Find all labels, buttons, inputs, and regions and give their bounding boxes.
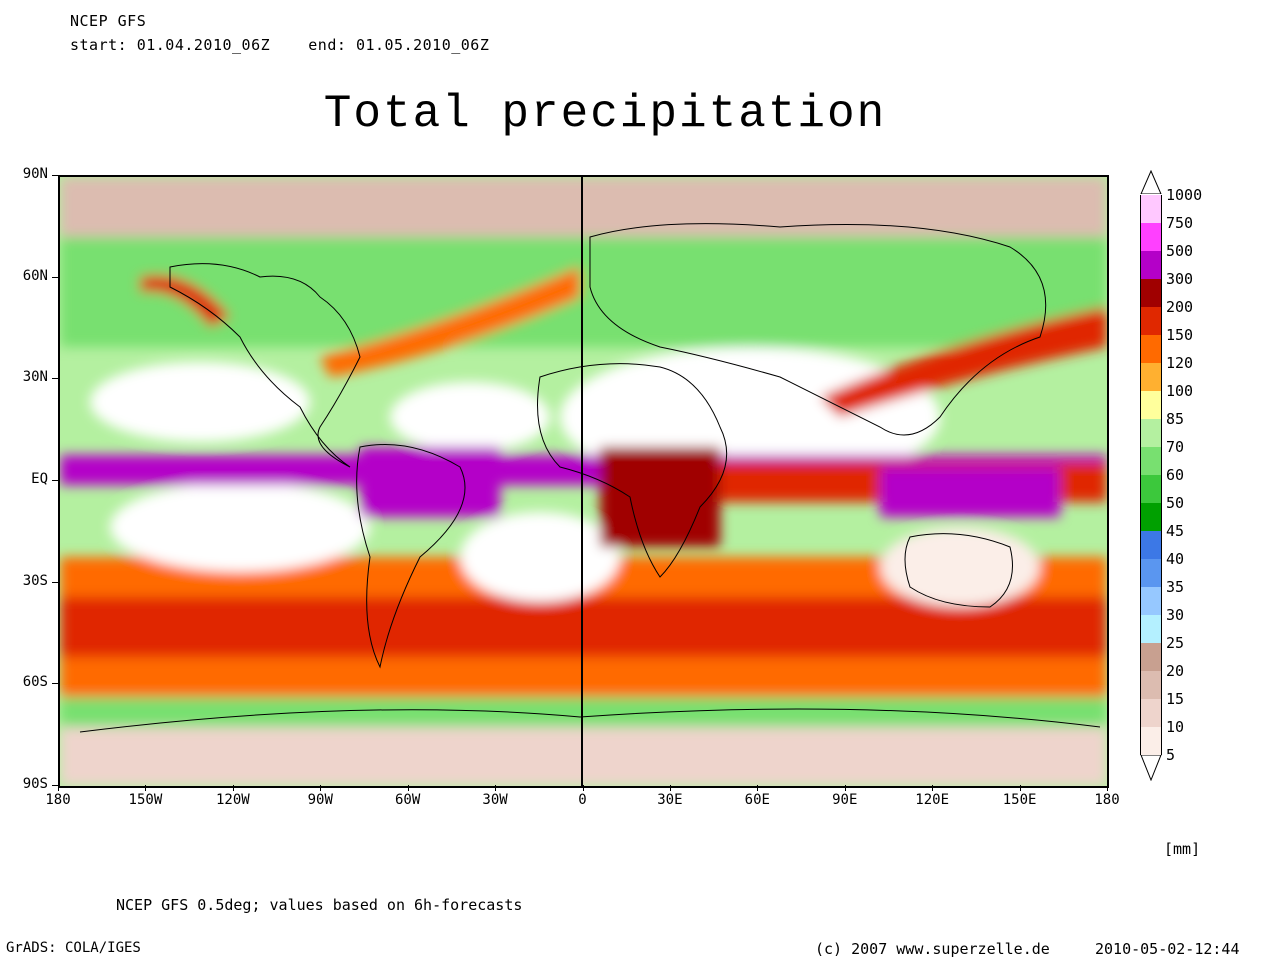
lon-label: 30E	[657, 792, 683, 808]
lon-label: 150E	[1002, 792, 1037, 808]
colorbar-swatch	[1140, 363, 1162, 391]
colorbar-level: 300	[1166, 270, 1194, 288]
lon-tick	[407, 785, 409, 791]
lon-label: 120W	[215, 792, 250, 808]
lon-tick	[844, 785, 846, 791]
lon-label: 60E	[744, 792, 770, 808]
lon-label: 180	[45, 792, 71, 808]
precipitation-field	[60, 177, 1107, 786]
unit-label: [mm]	[1164, 840, 1201, 858]
colorbar-swatch	[1140, 531, 1162, 559]
colorbar-swatch	[1140, 727, 1162, 755]
lon-label: 60W	[395, 792, 421, 808]
colorbar-swatch	[1140, 447, 1162, 475]
lat-label: 90S	[22, 776, 48, 792]
colorbar-level: 40	[1166, 550, 1185, 568]
lon-tick	[932, 785, 934, 791]
lon-tick	[145, 785, 147, 791]
copyright: (c) 2007 www.superzelle.de	[815, 940, 1050, 958]
lon-label: 180	[1094, 792, 1120, 808]
colorbar-swatch	[1140, 279, 1162, 307]
colorbar-swatch	[1140, 643, 1162, 671]
colorbar-level: 30	[1166, 606, 1185, 624]
lat-tick	[52, 378, 58, 380]
colorbar-level: 5	[1166, 746, 1176, 764]
grads-credit: GrADS: COLA/IGES	[6, 940, 141, 956]
colorbar-swatch	[1140, 307, 1162, 335]
start-label: start:	[70, 36, 128, 54]
end-time: 01.05.2010_06Z	[355, 36, 490, 54]
colorbar-swatch	[1140, 559, 1162, 587]
lat-label: 30N	[22, 369, 48, 386]
colorbar-level: 25	[1166, 634, 1185, 652]
lat-tick	[52, 683, 58, 685]
colorbar-swatch	[1140, 475, 1162, 503]
start-time: 01.04.2010_06Z	[136, 36, 271, 54]
timestamp: 2010-05-02-12:44	[1095, 940, 1240, 958]
colorbar-level: 45	[1166, 522, 1185, 540]
lon-label: 150W	[128, 792, 163, 808]
colorbar-swatch	[1140, 615, 1162, 643]
colorbar-level: 10	[1166, 718, 1185, 736]
colorbar-level: 750	[1166, 214, 1194, 232]
lon-tick	[582, 785, 584, 791]
model-name: NCEP GFS	[70, 12, 147, 30]
map-title: Total precipitation	[323, 88, 887, 140]
coastlines	[79, 223, 1101, 733]
colorbar-swatch	[1140, 251, 1162, 279]
lon-tick	[1107, 785, 1108, 791]
lat-label: EQ	[31, 471, 48, 487]
lon-tick	[495, 785, 497, 791]
colorbar-level: 70	[1166, 438, 1185, 456]
lat-label: 90N	[22, 166, 48, 182]
colorbar-swatch	[1140, 223, 1162, 251]
colorbar-level: 35	[1166, 578, 1185, 596]
lon-tick	[232, 785, 234, 791]
lon-tick	[669, 785, 671, 791]
colorbar-level: 1000	[1166, 186, 1203, 204]
lon-label: 90E	[832, 792, 858, 808]
lat-label: 60N	[22, 267, 48, 284]
colorbar-level: 120	[1166, 354, 1194, 372]
colorbar-swatch	[1140, 391, 1162, 419]
lat-tick	[52, 175, 58, 176]
lon-label: 0	[578, 792, 587, 808]
lat-label: 30S	[22, 572, 48, 589]
precip-bands	[60, 177, 1107, 786]
colorbar-top-arrow	[1140, 170, 1162, 194]
colorbar-level: 15	[1166, 690, 1185, 708]
lat-label: 60S	[22, 674, 48, 691]
lon-label: 120E	[915, 792, 950, 808]
end-label: end:	[308, 36, 347, 54]
lat-tick	[52, 480, 58, 481]
colorbar-level: 500	[1166, 242, 1194, 260]
colorbar-level: 150	[1166, 326, 1194, 344]
colorbar-swatch	[1140, 699, 1162, 727]
colorbar-swatch	[1140, 335, 1162, 363]
lon-tick	[320, 785, 322, 791]
colorbar-level: 85	[1166, 410, 1185, 428]
lon-tick	[58, 785, 59, 791]
lat-tick	[52, 581, 58, 583]
colorbar-level: 20	[1166, 662, 1185, 680]
lat-tick	[52, 785, 58, 786]
colorbar-level: 100	[1166, 382, 1194, 400]
colorbar-level: 50	[1166, 494, 1185, 512]
lon-tick	[1019, 785, 1021, 791]
lon-label: 30W	[482, 792, 508, 808]
lon-tick	[757, 785, 759, 791]
precipitation-map	[58, 175, 1109, 788]
colorbar-level: 200	[1166, 298, 1194, 316]
colorbar-bottom-arrow	[1140, 755, 1162, 781]
colorbar-swatch	[1140, 195, 1162, 223]
colorbar-swatch	[1140, 587, 1162, 615]
colorbar-swatch	[1140, 671, 1162, 699]
forecast-period: start: 01.04.2010_06Z end: 01.05.2010_06…	[70, 36, 489, 54]
colorbar-swatch	[1140, 503, 1162, 531]
lat-tick	[52, 276, 58, 278]
data-note: NCEP GFS 0.5deg; values based on 6h-fore…	[116, 896, 523, 914]
lon-label: 90W	[307, 792, 333, 808]
colorbar-swatch	[1140, 419, 1162, 447]
colorbar-level: 60	[1166, 466, 1185, 484]
